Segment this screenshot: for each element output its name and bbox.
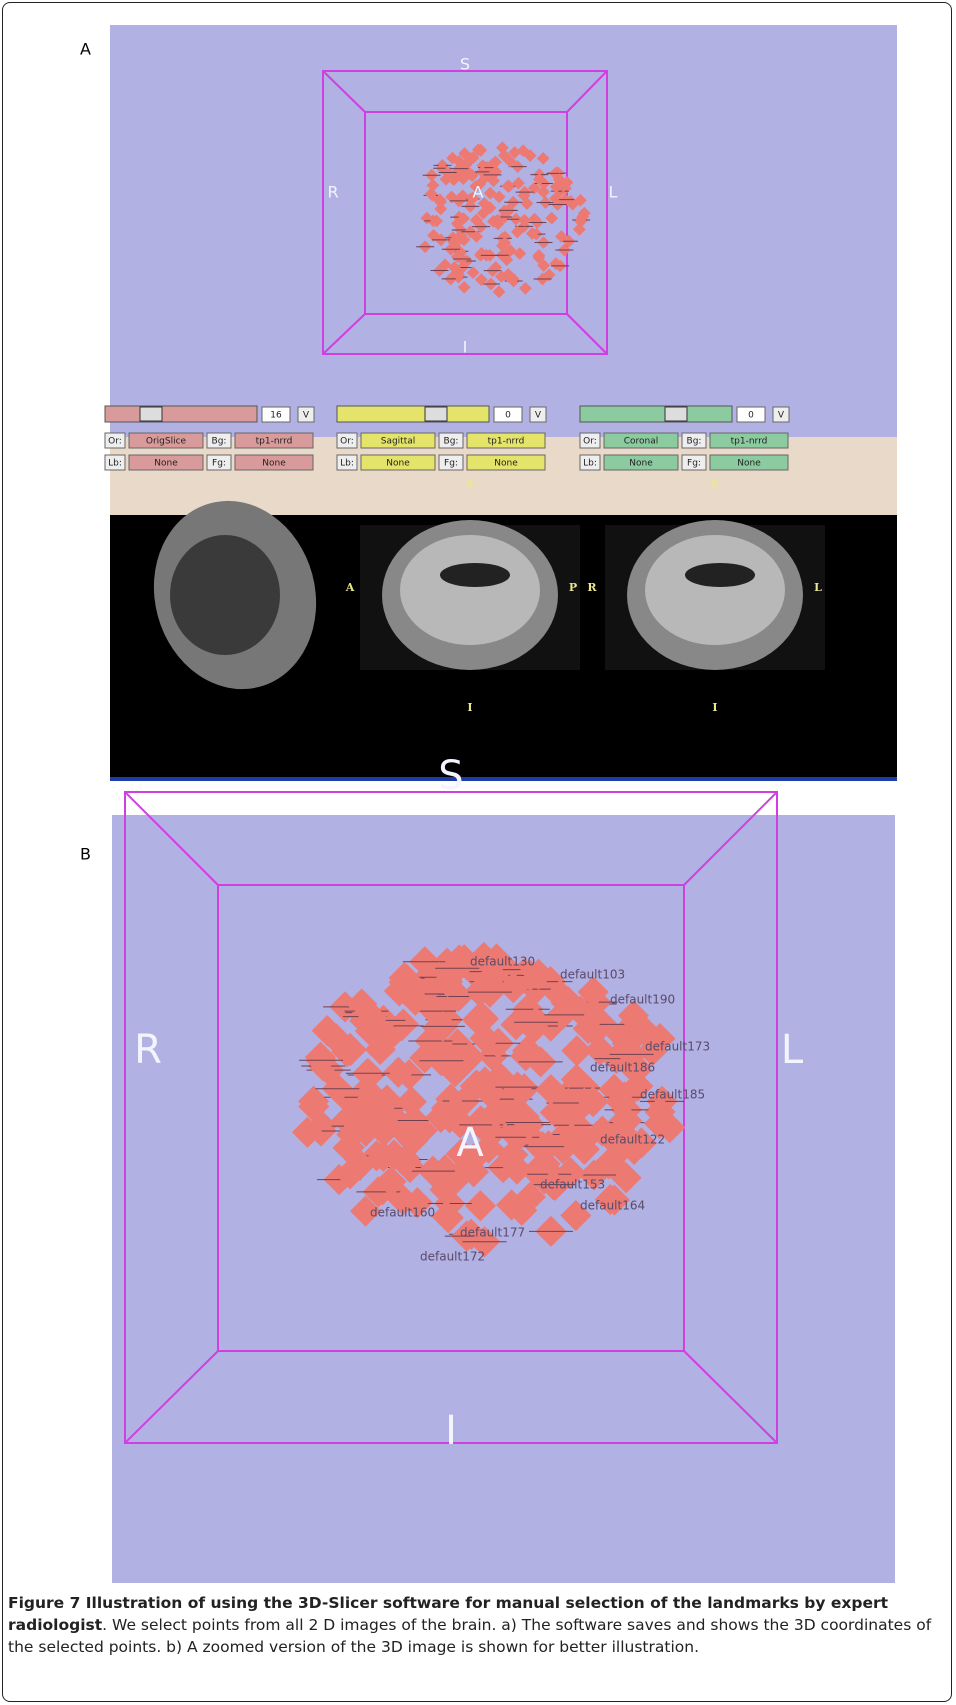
v-button-text: V	[303, 411, 310, 421]
or-button-text: Or:	[340, 437, 354, 447]
point-label: default185	[640, 1088, 705, 1102]
slice-number-text: 0	[748, 411, 754, 421]
fg-button-text: Fg:	[687, 459, 701, 469]
panel-label: B	[80, 845, 91, 864]
slice-orient: P	[569, 581, 577, 594]
bg-button-text: Bg:	[687, 437, 702, 447]
orient-label: A	[456, 1120, 484, 1166]
point-label: default173	[645, 1040, 710, 1054]
point-label: default103	[560, 968, 625, 982]
or-button-text: Or:	[583, 437, 597, 447]
point-label: default186	[590, 1061, 655, 1075]
lb-menu-text: None	[629, 459, 653, 469]
orient-label: I	[463, 338, 468, 357]
point-label: default153	[540, 1178, 605, 1192]
orient-menu-text: Sagittal	[381, 437, 416, 447]
orient-label: A	[473, 183, 484, 202]
point-label: default164	[580, 1199, 645, 1213]
fg-menu-text: None	[494, 459, 518, 469]
orient-menu-text: OrigSlice	[146, 437, 187, 447]
point-label: default172	[420, 1250, 485, 1264]
orient-label: S	[460, 55, 470, 74]
slider-thumb	[665, 407, 687, 421]
slider-thumb	[140, 407, 162, 421]
orient-label: S	[438, 753, 463, 799]
ventricle	[685, 563, 755, 587]
view-3d	[110, 25, 897, 437]
lb-button-text: Lb:	[583, 459, 597, 469]
fg-menu-text: None	[262, 459, 286, 469]
v-button-text: V	[778, 411, 785, 421]
point-label: default122	[600, 1133, 665, 1147]
slider-thumb	[425, 407, 447, 421]
slice-detail	[170, 535, 280, 655]
slice-orient: L	[814, 581, 822, 594]
lb-menu-text: None	[154, 459, 178, 469]
lb-button-text: Lb:	[108, 459, 122, 469]
or-button-text: Or:	[108, 437, 122, 447]
point-label: default160	[370, 1206, 435, 1220]
lb-button-text: Lb:	[340, 459, 354, 469]
ventricle	[440, 563, 510, 587]
fg-menu-text: None	[737, 459, 761, 469]
point-label: default130	[470, 955, 535, 969]
orient-label: R	[134, 1027, 162, 1073]
slice-number-text: 16	[270, 411, 282, 421]
slider-track	[337, 406, 489, 422]
slider-track	[105, 406, 257, 422]
slice-orient: S	[711, 478, 719, 491]
slice-orient: S	[466, 478, 474, 491]
slice-detail	[400, 535, 540, 645]
bg-menu-text: tp1-nrrd	[488, 437, 525, 447]
slice-detail	[645, 535, 785, 645]
panel-label: A	[80, 40, 91, 59]
slice-orient: I	[712, 701, 717, 714]
fg-button-text: Fg:	[444, 459, 458, 469]
caption: Figure 7 Illustration of using the 3D-Sl…	[8, 1592, 948, 1658]
slice-orient: I	[467, 701, 472, 714]
point-label: default190	[610, 993, 675, 1007]
slider-track	[580, 406, 732, 422]
orient-menu-text: Coronal	[624, 437, 659, 447]
caption-text: . We select points from all 2 D images o…	[8, 1616, 931, 1656]
slice-orient: R	[587, 581, 597, 594]
bg-menu-text: tp1-nrrd	[256, 437, 293, 447]
orient-label: L	[781, 1027, 804, 1073]
bg-menu-text: tp1-nrrd	[731, 437, 768, 447]
slice-number-text: 0	[505, 411, 511, 421]
bg-button-text: Bg:	[444, 437, 459, 447]
slice-orient: A	[345, 581, 355, 594]
orient-label: R	[327, 183, 338, 202]
point-label: default177	[460, 1226, 525, 1240]
bg-button-text: Bg:	[212, 437, 227, 447]
orient-label: I	[445, 1408, 457, 1454]
orient-label: L	[609, 183, 618, 202]
status-line	[110, 777, 897, 781]
v-button-text: V	[535, 411, 542, 421]
lb-menu-text: None	[386, 459, 410, 469]
fg-button-text: Fg:	[212, 459, 226, 469]
